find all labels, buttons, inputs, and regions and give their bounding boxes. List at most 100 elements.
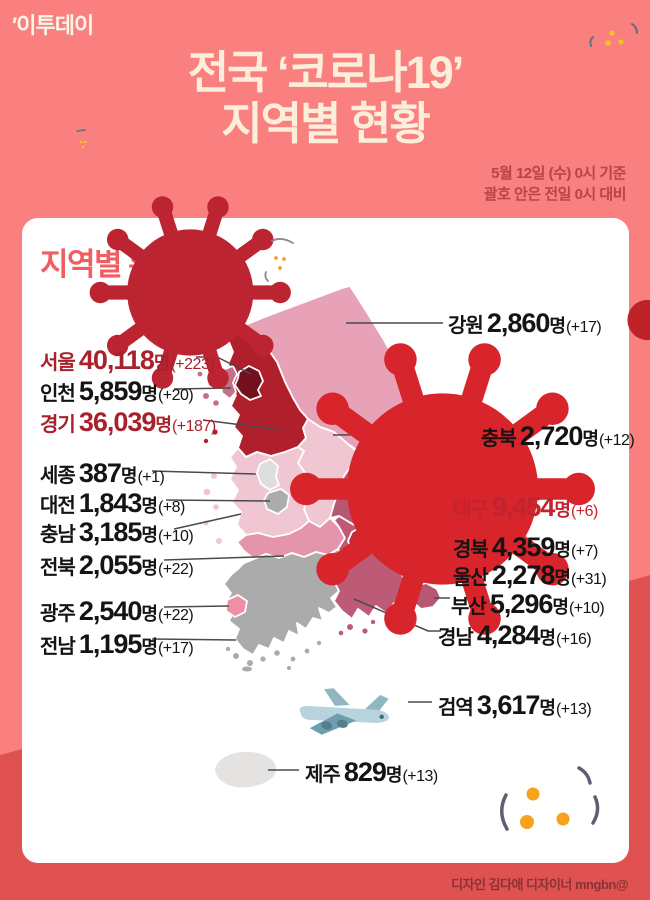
region-value: 36,039 xyxy=(78,407,157,437)
region-name: 세종 xyxy=(40,465,76,487)
region-delta: (+1) xyxy=(137,469,165,486)
region-name: 강원 xyxy=(448,315,484,337)
region-label-busan: 부산 5,296 명 (+10) xyxy=(451,589,605,620)
region-name: 서울 xyxy=(40,352,76,374)
region-name: 부산 xyxy=(451,596,487,618)
region-delta: (+187) xyxy=(171,418,216,435)
region-value: 1,195 xyxy=(78,629,143,659)
region-name: 대구 xyxy=(453,499,489,521)
region-name: 제주 xyxy=(305,764,341,786)
region-value: 1,843 xyxy=(78,488,143,518)
region-label-chungbuk: 충북 2,720 명 (+12) xyxy=(481,421,635,452)
region-value: 3,617 xyxy=(476,690,541,720)
region-unit: 명 xyxy=(554,568,571,588)
region-unit: 명 xyxy=(549,316,566,336)
region-delta: (+17) xyxy=(157,640,194,657)
region-name: 전남 xyxy=(40,636,76,658)
region-unit: 명 xyxy=(539,628,556,648)
region-name: 충북 xyxy=(481,428,517,450)
region-delta: (+12) xyxy=(598,432,635,449)
region-delta: (+10) xyxy=(157,528,194,545)
region-delta: (+223) xyxy=(170,356,215,373)
region-name: 울산 xyxy=(453,567,489,589)
region-name: 검역 xyxy=(438,697,474,719)
region-value: 2,055 xyxy=(78,550,143,580)
region-name: 경기 xyxy=(40,414,76,436)
region-label-daejeon: 대전 1,843 명 (+8) xyxy=(40,488,185,519)
region-name: 광주 xyxy=(40,603,76,625)
region-delta: (+10) xyxy=(568,600,605,617)
region-unit: 명 xyxy=(554,500,571,520)
region-unit: 명 xyxy=(141,525,158,545)
region-unit: 명 xyxy=(120,466,138,486)
region-name: 경남 xyxy=(438,627,474,649)
page-title-line1: 전국 ‘코로나19’ xyxy=(187,47,465,98)
region-unit: 명 xyxy=(153,353,171,373)
region-label-incheon: 인천 5,859 명 (+20) xyxy=(40,376,194,407)
region-label-jeonnam: 전남 1,195 명 (+17) xyxy=(40,629,194,660)
region-delta: (+6) xyxy=(570,503,598,520)
region-label-sejong: 세종 387 명 (+1) xyxy=(40,458,165,489)
region-unit: 명 xyxy=(141,558,158,578)
region-unit: 명 xyxy=(141,384,158,404)
region-name: 경북 xyxy=(453,539,489,561)
region-unit: 명 xyxy=(141,637,158,657)
region-delta: (+17) xyxy=(565,319,602,336)
region-unit: 명 xyxy=(552,597,569,617)
region-delta: (+22) xyxy=(157,561,194,578)
region-value: 2,860 xyxy=(486,308,551,338)
region-value: 2,278 xyxy=(491,560,556,590)
region-value: 9,454 xyxy=(491,492,556,522)
region-unit: 명 xyxy=(141,496,158,516)
region-unit: 명 xyxy=(385,765,403,785)
region-delta: (+31) xyxy=(570,571,607,588)
region-label-jeonbuk: 전북 2,055 명 (+22) xyxy=(40,550,194,581)
region-label-gyeongnam: 경남 4,284 명 (+16) xyxy=(438,620,592,651)
region-value: 4,359 xyxy=(491,532,556,562)
region-delta: (+22) xyxy=(157,607,194,624)
region-value: 2,720 xyxy=(519,421,584,451)
region-delta: (+16) xyxy=(555,631,592,648)
region-unit: 명 xyxy=(539,698,556,718)
date-line1: 5월 12일 (수) 0시 기준 xyxy=(491,165,626,182)
date-note: 5월 12일 (수) 0시 기준 괄호 안은 전일 0시 대비 xyxy=(483,163,627,205)
region-label-chungnam: 충남 3,185 명 (+10) xyxy=(40,517,194,548)
region-name: 전북 xyxy=(40,557,76,579)
region-value: 829 xyxy=(343,757,387,787)
region-label-gyeonggi: 경기 36,039 명 (+187) xyxy=(40,407,216,438)
region-delta: (+13) xyxy=(555,701,592,718)
region-name: 대전 xyxy=(40,495,76,517)
region-delta: (+7) xyxy=(570,543,598,560)
region-value: 40,118 xyxy=(78,345,155,375)
region-value: 5,296 xyxy=(489,589,554,619)
region-value: 4,284 xyxy=(476,620,541,650)
region-delta: (+8) xyxy=(157,499,185,516)
region-unit: 명 xyxy=(155,415,172,435)
region-label-gwangju: 광주 2,540 명 (+22) xyxy=(40,596,194,627)
region-value: 5,859 xyxy=(78,376,143,406)
region-label-jeju: 제주 829 명 (+13) xyxy=(305,757,438,788)
region-label-daegu: 대구 9,454 명 (+6) xyxy=(453,492,598,523)
region-delta: (+13) xyxy=(402,768,438,785)
region-label-seoul: 서울 40,118 명 (+223) xyxy=(40,345,215,376)
region-label-gangwon: 강원 2,860 명 (+17) xyxy=(448,308,602,339)
region-unit: 명 xyxy=(141,604,158,624)
page-title: 전국 ‘코로나19’ 지역별 현황 xyxy=(0,47,650,150)
region-value: 3,185 xyxy=(78,517,143,547)
region-name: 인천 xyxy=(40,383,76,405)
region-value: 387 xyxy=(78,458,122,488)
region-unit: 명 xyxy=(554,540,571,560)
region-value: 2,540 xyxy=(78,596,143,626)
region-delta: (+20) xyxy=(157,387,194,404)
region-label-ulsan: 울산 2,278 명 (+31) xyxy=(453,560,607,591)
region-unit: 명 xyxy=(582,429,599,449)
page-title-line2: 지역별 현황 xyxy=(221,97,431,149)
date-line2: 괄호 안은 전일 0시 대비 xyxy=(483,186,627,203)
region-label-quarantine: 검역 3,617 명 (+13) xyxy=(438,690,592,721)
etoday-logo: ′이투데이 xyxy=(12,13,94,38)
card-heading: 지역별 확진자 수 xyxy=(40,247,245,282)
region-label-gyeongbuk: 경북 4,359 명 (+7) xyxy=(453,532,598,563)
region-name: 충남 xyxy=(40,524,76,546)
designer-credit: 디자인 김다애 디자이너 mngbn@ xyxy=(451,877,628,892)
